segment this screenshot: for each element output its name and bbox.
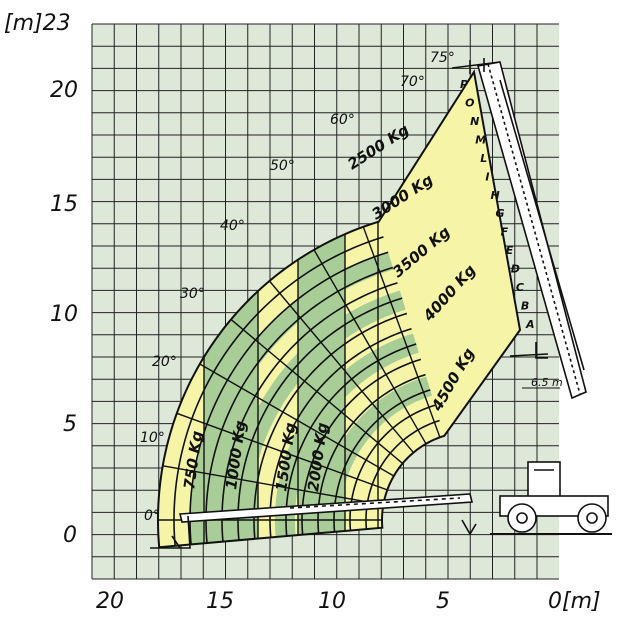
angle-label-10: 10° — [140, 430, 165, 446]
extension-letter: C — [516, 281, 524, 294]
front-hub — [516, 512, 528, 524]
extension-letter: F — [501, 226, 509, 239]
y-tick-5: 5 — [63, 412, 77, 437]
telehandler-machine — [150, 58, 612, 549]
angle-label-75: 75° — [430, 50, 455, 66]
rear-wheel — [577, 503, 607, 533]
dimension-label: 6.5 m — [531, 376, 563, 389]
y-tick-0: 0 — [63, 523, 77, 548]
angle-label-60: 60° — [330, 112, 355, 128]
front-wheel — [507, 503, 537, 533]
extension-letter: N — [470, 115, 479, 128]
extension-letter: M — [475, 133, 486, 146]
x-tick-5: 5 — [436, 589, 450, 614]
boom-hydraulic — [499, 79, 585, 371]
y-tick-20: 20 — [50, 78, 78, 103]
angle-label-50: 50° — [270, 158, 295, 174]
ground-forks — [150, 515, 191, 549]
y-axis-unit: [m]23 — [4, 11, 71, 36]
angle-ray — [268, 280, 414, 454]
angle-ray — [362, 226, 441, 438]
x-tick-15: 15 — [206, 589, 234, 614]
lowered-boom — [178, 493, 474, 523]
angle-ray — [176, 412, 388, 491]
angle-label-20: 20° — [152, 354, 177, 370]
extension-letter: B — [521, 300, 529, 313]
y-tick-15: 15 — [50, 192, 78, 217]
angle-label-70: 70° — [400, 74, 425, 90]
y-tick-10: 10 — [50, 302, 78, 327]
extension-letter: I — [485, 170, 489, 183]
green-arc-band — [190, 252, 394, 545]
extension-letter: D — [511, 263, 520, 276]
extension-letter: G — [496, 207, 505, 220]
extension-letter: O — [465, 96, 474, 109]
extension-letter: P — [460, 78, 468, 91]
angle-label-40: 40° — [220, 218, 245, 234]
extension-letter: E — [506, 244, 514, 257]
angle-ray — [199, 363, 395, 477]
x-tick-20: 20 — [96, 589, 124, 614]
extension-letter: L — [480, 152, 487, 165]
angle-label-0: 0° — [144, 508, 160, 524]
angle-ray — [230, 318, 404, 464]
extension-letter: A — [525, 318, 535, 331]
extension-letter: H — [490, 189, 499, 202]
rear-hub — [586, 512, 598, 524]
angle-ray — [313, 249, 427, 445]
angle-ray — [162, 465, 384, 506]
angle-label-30: 30° — [180, 286, 205, 302]
low-forks — [509, 342, 549, 359]
envelope-outline — [156, 69, 522, 549]
x-tick-10: 10 — [318, 589, 346, 614]
top-forks — [451, 58, 501, 74]
right-ground-forks — [461, 519, 477, 536]
x-axis-unit: 0[m] — [548, 589, 601, 614]
